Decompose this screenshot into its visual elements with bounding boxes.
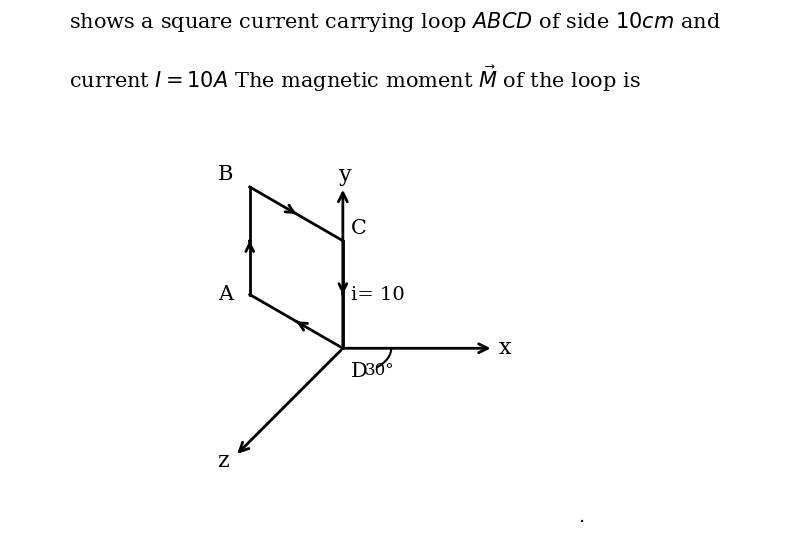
Text: D: D [351, 361, 368, 381]
Text: x: x [499, 337, 511, 359]
Text: C: C [351, 219, 366, 238]
Text: shows a square current carrying loop $ABCD$ of side $10cm$ and: shows a square current carrying loop $AB… [69, 9, 721, 33]
Text: 30°: 30° [364, 361, 394, 379]
Text: A: A [218, 285, 234, 304]
Text: z: z [218, 450, 230, 472]
Text: i= 10: i= 10 [351, 286, 405, 304]
Text: B: B [218, 165, 234, 185]
Text: .: . [578, 507, 585, 526]
Text: current $I = 10A$ The magnetic moment $\vec{M}$ of the loop is: current $I = 10A$ The magnetic moment $\… [69, 63, 641, 94]
Text: y: y [339, 164, 352, 186]
